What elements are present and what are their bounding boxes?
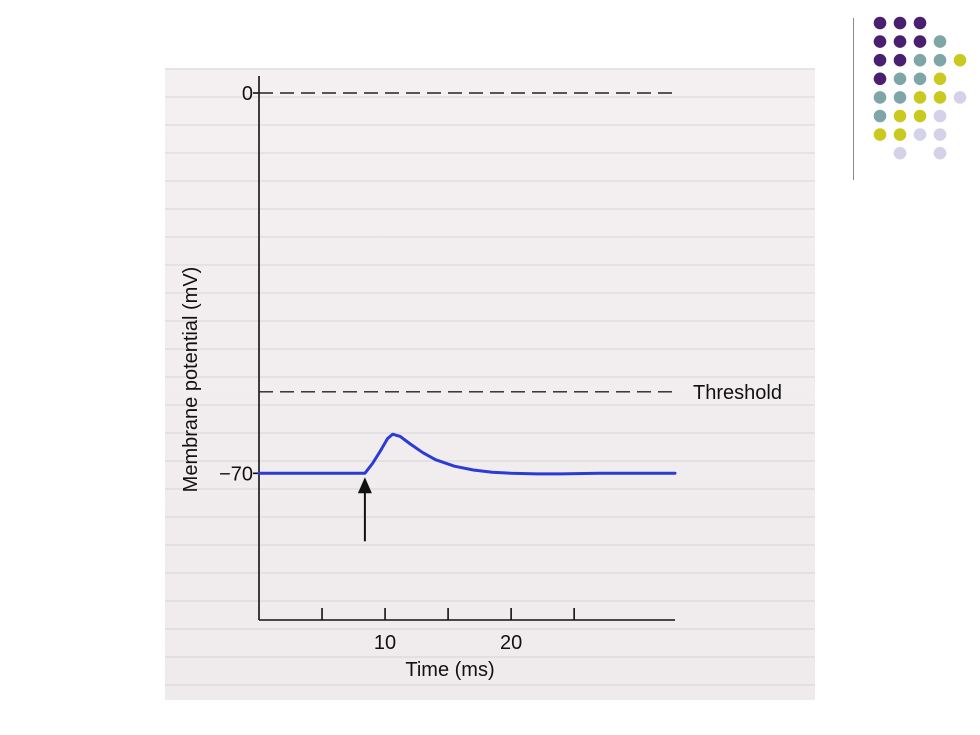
membrane-potential-chart: Threshold 10 20 0 −70 Time (ms) Membrane po…	[180, 76, 782, 681]
x-axis-label: Time (ms)	[405, 659, 494, 681]
decor-dot-lavender	[933, 128, 947, 141]
x-tick-label-10: 10	[374, 632, 396, 654]
decor-dot-teal	[913, 72, 927, 86]
decor-dot-lavender	[913, 128, 927, 141]
decor-dot-purple	[893, 53, 907, 67]
decor-dot-purple	[893, 16, 907, 30]
decor-dot-yellow	[933, 72, 947, 86]
decor-dot-teal	[893, 91, 907, 104]
axes	[258, 76, 675, 621]
decor-dot-purple	[873, 53, 887, 67]
decor-dot-purple	[873, 35, 887, 48]
decor-dot-lavender	[953, 91, 967, 104]
decor-dot-purple	[893, 35, 907, 48]
y-tick-label: −70	[219, 463, 253, 485]
series-line-0	[257, 432, 677, 476]
decor-dot-purple	[873, 16, 887, 30]
decor-dot-purple	[913, 35, 927, 48]
decor-dot-teal	[913, 53, 927, 67]
x-tick-label-20: 20	[500, 632, 522, 654]
decor-dot-teal	[933, 53, 947, 67]
decor-dot-lavender	[933, 109, 947, 123]
decor-dot-teal	[873, 91, 887, 104]
decor-dot-yellow	[933, 91, 947, 104]
decor-dot-teal	[933, 35, 947, 48]
decor-dot-yellow	[873, 128, 887, 141]
stimulus-arrow-head	[357, 477, 372, 494]
decor-dot-purple	[873, 72, 887, 86]
decor-dot-purple	[913, 16, 927, 30]
y-tick-label: 0	[242, 83, 253, 105]
decor-dot-lavender	[893, 146, 907, 160]
decor-dot-lavender	[933, 146, 947, 160]
decor-dot-yellow	[913, 91, 927, 104]
decor-dot-teal	[893, 72, 907, 86]
series-layer	[257, 432, 677, 476]
decor-dot-teal	[873, 109, 887, 123]
decor-dot-yellow	[893, 128, 907, 141]
decor-dot-yellow	[953, 53, 967, 67]
decor-dot-yellow	[913, 109, 927, 123]
y-axis-label: Membrane potential (mV)	[180, 267, 202, 493]
decorative-dot-grid	[873, 16, 967, 160]
tick-marks: 10 20 0 −70	[219, 83, 575, 654]
threshold-label: Threshold	[693, 382, 782, 404]
stimulus-arrow-layer	[357, 477, 372, 542]
scanned-page-background	[165, 68, 815, 700]
vertical-divider-line	[853, 18, 854, 180]
reference-lines: Threshold	[259, 92, 782, 404]
decor-dot-yellow	[893, 109, 907, 123]
